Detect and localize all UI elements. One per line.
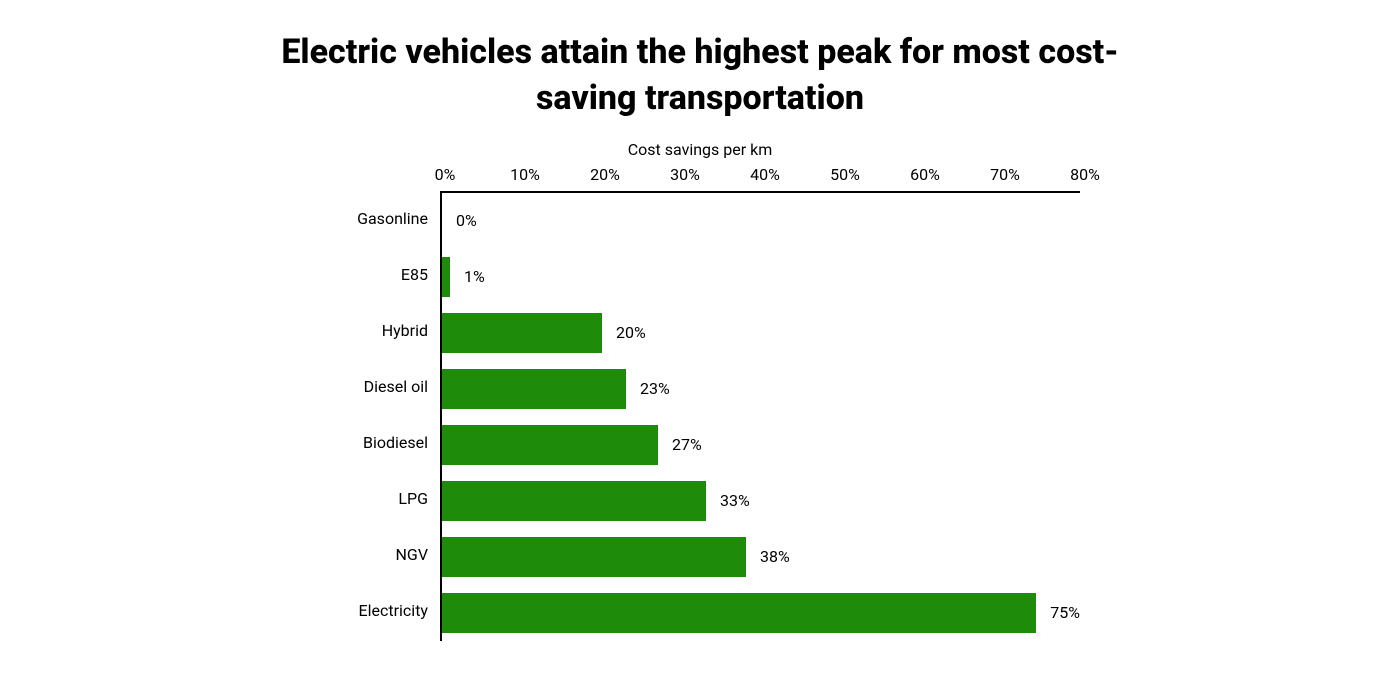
bar <box>442 425 658 465</box>
bar-row: 0% <box>442 193 1080 249</box>
bar <box>442 593 1036 633</box>
chart-title: Electric vehicles attain the highest pea… <box>250 30 1150 122</box>
bar-value-label: 1% <box>464 267 485 286</box>
bar <box>442 369 626 409</box>
bar-row: 75% <box>442 585 1080 641</box>
chart-container: Cost savings per km 0% 10% 20% 30% 40% 50% 60%… <box>310 140 1090 641</box>
bar-value-label: 0% <box>456 211 477 230</box>
x-axis-ticks: 0%10%20%30%40%50%60%70%80% <box>445 165 1085 191</box>
category-label: NGV <box>310 527 440 583</box>
bar-value-label: 20% <box>616 323 646 342</box>
bar-row: 1% <box>442 249 1080 305</box>
bar-row: 27% <box>442 417 1080 473</box>
chart-area: GasonlineE85HybridDiesel oilBiodieselLPG… <box>310 191 1090 641</box>
x-tick: 50% <box>830 165 860 184</box>
category-label: E85 <box>310 247 440 303</box>
x-axis-title: Cost savings per km <box>628 140 773 159</box>
x-tick: 10% <box>510 165 540 184</box>
bar <box>442 481 706 521</box>
bar <box>442 257 450 297</box>
x-tick: 20% <box>590 165 620 184</box>
x-tick: 0% <box>435 165 456 184</box>
bar-value-label: 33% <box>720 491 750 510</box>
x-tick: 80% <box>1070 165 1100 184</box>
bar-value-label: 27% <box>672 435 702 454</box>
category-label: Gasonline <box>310 191 440 247</box>
bar-value-label: 75% <box>1050 603 1080 622</box>
x-tick: 70% <box>990 165 1020 184</box>
bar-value-label: 23% <box>640 379 670 398</box>
x-tick: 30% <box>670 165 700 184</box>
y-axis-labels: GasonlineE85HybridDiesel oilBiodieselLPG… <box>310 191 440 641</box>
bar-row: 20% <box>442 305 1080 361</box>
bar-value-label: 38% <box>760 547 790 566</box>
category-label: Hybrid <box>310 303 440 359</box>
bar <box>442 537 746 577</box>
category-label: Electricity <box>310 583 440 639</box>
bar-row: 23% <box>442 361 1080 417</box>
category-label: Diesel oil <box>310 359 440 415</box>
category-label: LPG <box>310 471 440 527</box>
category-label: Biodiesel <box>310 415 440 471</box>
x-tick: 60% <box>910 165 940 184</box>
plot-area: 0% 1% 20% 23% 27% 33% 38% 75% <box>440 191 1080 641</box>
bar <box>442 313 602 353</box>
bar-row: 33% <box>442 473 1080 529</box>
bar-row: 38% <box>442 529 1080 585</box>
x-tick: 40% <box>750 165 780 184</box>
